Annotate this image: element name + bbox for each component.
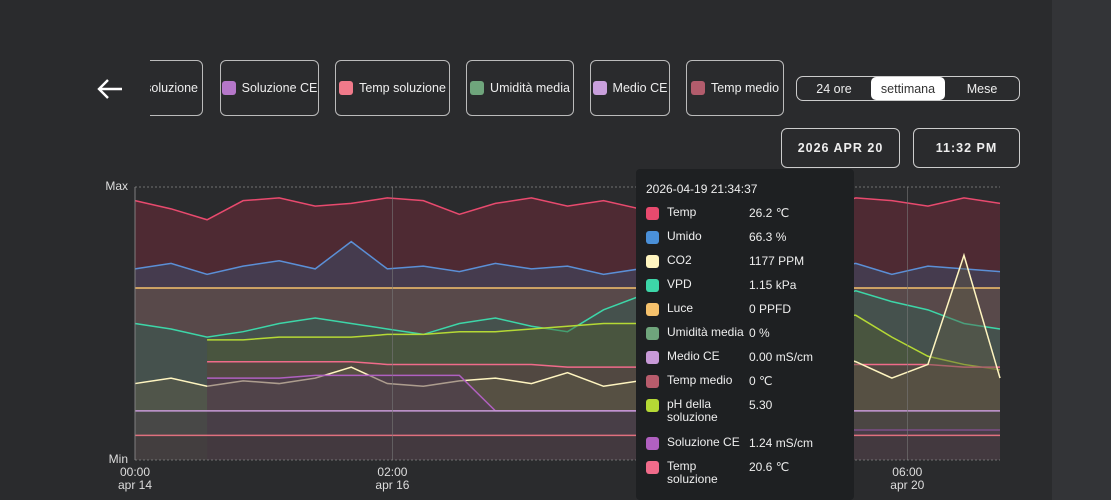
chip-label: Temp soluzione bbox=[359, 81, 446, 95]
range-tab[interactable]: 24 ore bbox=[816, 81, 852, 96]
series-line bbox=[134, 240, 1001, 276]
filter-chip[interactable]: soluzione bbox=[150, 60, 203, 116]
chip-swatch bbox=[221, 81, 236, 95]
chip-label: Medio CE bbox=[612, 81, 668, 95]
range-tab[interactable]: settimana bbox=[871, 77, 945, 100]
time-button[interactable]: 11:32 PM bbox=[913, 128, 1020, 168]
tooltip-value: 1.24 mS/cm bbox=[749, 436, 814, 450]
x-tick-sublabel: apr 14 bbox=[118, 478, 152, 492]
tooltip-swatch bbox=[646, 207, 659, 220]
chip-swatch bbox=[690, 81, 705, 95]
x-tick-sublabel: apr 20 bbox=[890, 478, 924, 492]
tooltip-name: Medio CE bbox=[667, 349, 720, 363]
chip-bar: soluzione Soluzione CE Temp soluzione Umidi… bbox=[150, 60, 800, 120]
tooltip-value: 0 ℃ bbox=[749, 374, 773, 388]
tooltip-value: 1177 PPM bbox=[749, 254, 805, 268]
tooltip-swatch bbox=[646, 461, 659, 474]
tooltip-name: Umido bbox=[667, 229, 702, 243]
tooltip-value: 66.3 % bbox=[749, 230, 787, 244]
series-line bbox=[207, 360, 1000, 368]
tooltip-swatch bbox=[646, 375, 659, 388]
filter-chip[interactable]: Medio CE bbox=[590, 60, 670, 116]
tooltip-name: Temp medio bbox=[667, 373, 733, 387]
tooltip-swatch bbox=[646, 351, 659, 364]
tooltip-name: Temp soluzione bbox=[667, 459, 718, 486]
tooltip-swatch bbox=[646, 399, 659, 412]
x-tick-label: 02:00 bbox=[377, 465, 407, 479]
tooltip-name: Luce bbox=[667, 301, 694, 315]
series-line bbox=[134, 197, 1001, 221]
tooltip-name: Soluzione CE bbox=[667, 435, 740, 449]
tooltip: 2026-04-19 21:34:37 Temp 26.2 ℃ Umido 66.3 … bbox=[636, 169, 854, 500]
range-tab[interactable]: Mese bbox=[966, 81, 998, 96]
chip-label: Umidità media bbox=[490, 81, 570, 95]
tooltip-swatch bbox=[646, 327, 659, 340]
chip-label: Soluzione CE bbox=[241, 81, 318, 95]
tooltip-value: 20.6 ℃ bbox=[749, 460, 790, 474]
tooltip-value: 0.00 mS/cm bbox=[749, 350, 814, 364]
back-button[interactable] bbox=[96, 76, 124, 102]
chip-swatch bbox=[592, 81, 607, 95]
tooltip-name: Umidità media bbox=[667, 325, 744, 339]
chip-label: soluzione bbox=[150, 81, 198, 95]
tooltip-value: 0 PPFD bbox=[749, 302, 792, 316]
date-button[interactable]: 2026 APR 20 bbox=[781, 128, 900, 168]
tooltip-value: 1.15 kPa bbox=[749, 278, 797, 292]
x-tick-sublabel: apr 16 bbox=[375, 478, 409, 492]
chip-label: Temp medio bbox=[710, 81, 780, 95]
chip-swatch bbox=[470, 81, 485, 95]
tooltip-name: Temp bbox=[667, 205, 697, 219]
tooltip-value: 5.30 bbox=[749, 398, 773, 412]
filter-chip[interactable]: Temp medio bbox=[686, 60, 784, 116]
series-line bbox=[207, 314, 1001, 371]
y-tick-label: Min bbox=[109, 452, 128, 466]
tooltip-value: 0 % bbox=[749, 326, 770, 340]
tooltip-swatch bbox=[646, 303, 659, 316]
tooltip-timestamp: 2026-04-19 21:34:37 bbox=[646, 182, 758, 196]
range-tabs: 24 ore settimana Mese bbox=[796, 76, 1020, 101]
filter-chip[interactable]: Temp soluzione bbox=[335, 60, 450, 116]
side-panel bbox=[1052, 0, 1111, 500]
tooltip-name: VPD bbox=[667, 277, 692, 291]
tooltip-value: 26.2 ℃ bbox=[749, 206, 790, 220]
tooltip-swatch bbox=[646, 231, 659, 244]
series-area bbox=[135, 435, 1000, 460]
tooltip-swatch bbox=[646, 255, 659, 268]
filter-chip[interactable]: Umidità media bbox=[466, 60, 574, 116]
x-tick-label: 06:00 bbox=[892, 465, 922, 479]
series-line bbox=[134, 252, 1001, 388]
y-tick-label: Max bbox=[105, 179, 128, 193]
tooltip-swatch bbox=[646, 279, 659, 292]
x-tick-label: 00:00 bbox=[120, 465, 150, 479]
tooltip-swatch bbox=[646, 437, 659, 450]
chip-swatch bbox=[339, 81, 354, 95]
tooltip-name: pH della soluzione bbox=[667, 397, 718, 424]
tooltip-name: CO2 bbox=[667, 253, 692, 267]
series-line bbox=[134, 289, 1001, 338]
filter-chip[interactable]: Soluzione CE bbox=[220, 60, 319, 116]
